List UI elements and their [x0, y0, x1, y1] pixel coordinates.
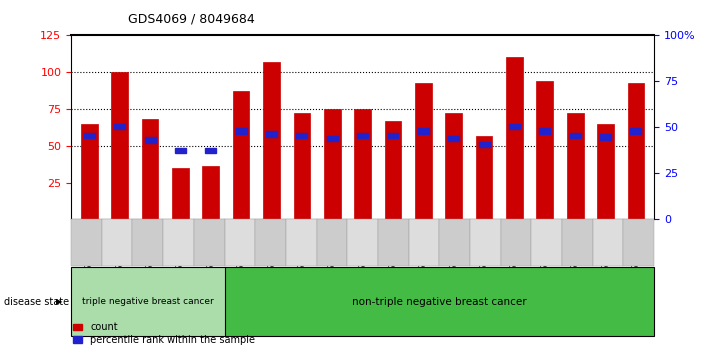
Bar [479, 142, 490, 147]
Bar [570, 133, 581, 138]
Bar [354, 109, 371, 219]
Legend: count, percentile rank within the sample: count, percentile rank within the sample [69, 319, 259, 349]
Bar [296, 133, 307, 138]
Bar [205, 148, 216, 153]
Bar [540, 129, 550, 134]
Text: disease state: disease state [4, 297, 69, 307]
Bar [81, 124, 97, 219]
Bar [418, 129, 429, 134]
Bar [84, 133, 95, 138]
Bar [144, 137, 156, 143]
Bar [114, 124, 125, 129]
Bar [628, 82, 644, 219]
Text: ▶: ▶ [55, 297, 63, 306]
Bar [631, 129, 641, 134]
Bar [597, 124, 614, 219]
Bar [175, 148, 186, 153]
Bar [506, 57, 523, 219]
Bar [509, 124, 520, 129]
Bar [232, 91, 250, 219]
Bar [112, 72, 128, 219]
Text: non-triple negative breast cancer: non-triple negative breast cancer [352, 297, 527, 307]
Bar [476, 136, 493, 219]
Bar [600, 135, 611, 140]
Bar [448, 136, 459, 141]
Bar [387, 133, 398, 138]
Bar [172, 168, 188, 219]
Bar [567, 113, 584, 219]
Bar [415, 82, 432, 219]
Bar [537, 81, 553, 219]
Bar [203, 166, 219, 219]
Bar [327, 136, 338, 141]
Bar [266, 131, 277, 137]
Text: triple negative breast cancer: triple negative breast cancer [82, 297, 214, 306]
Bar [445, 113, 462, 219]
Bar [357, 133, 368, 138]
Bar [385, 121, 401, 219]
Bar [263, 62, 280, 219]
Text: GDS4069 / 8049684: GDS4069 / 8049684 [128, 12, 255, 25]
Bar [294, 113, 310, 219]
Bar [235, 129, 247, 134]
Bar [141, 119, 159, 219]
Bar [324, 109, 341, 219]
